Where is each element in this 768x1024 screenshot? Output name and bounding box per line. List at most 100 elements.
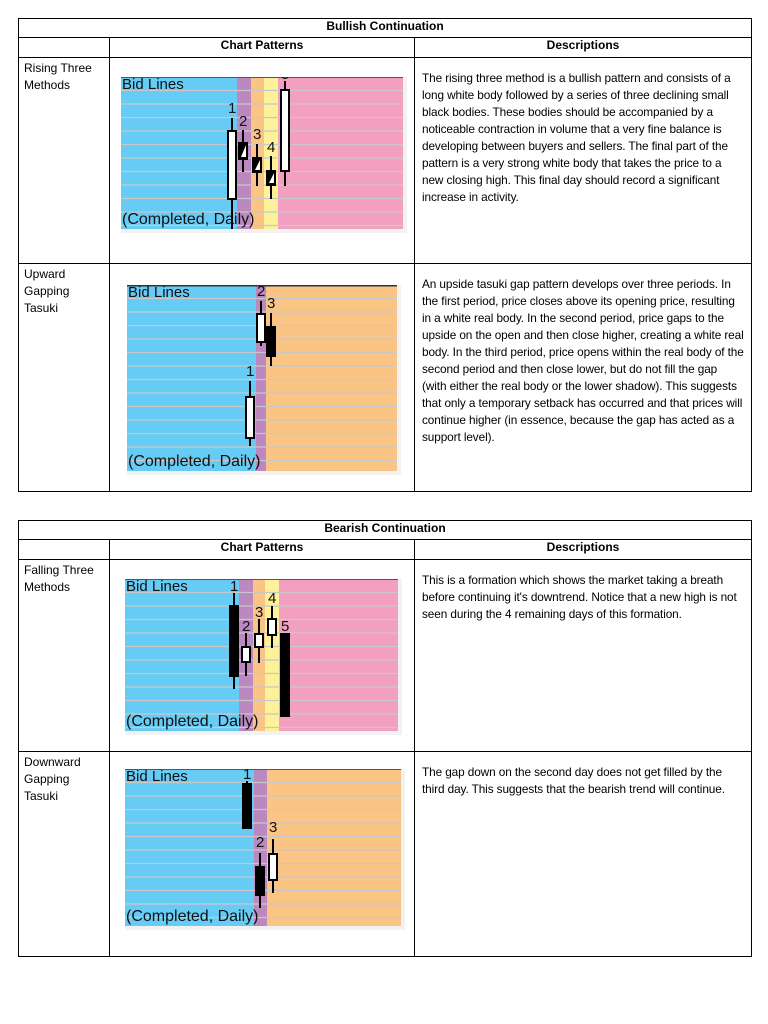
candle-number-label: 1 xyxy=(246,363,254,380)
background-band xyxy=(263,76,278,229)
candlestick-1: 1 xyxy=(226,100,237,229)
bullish-continuation-table: Bullish Continuation Chart Patterns Desc… xyxy=(17,18,753,492)
candle-number-label: 4 xyxy=(267,139,275,156)
completed-daily-label: (Completed, Daily) xyxy=(126,908,258,925)
candle-body xyxy=(244,395,255,439)
candle-body xyxy=(241,782,252,829)
candlestick-3: 3 xyxy=(253,604,264,663)
candlestick-1: 1 xyxy=(241,769,252,829)
header-blank xyxy=(18,539,110,560)
background-band xyxy=(255,284,266,471)
pattern-description: The rising three method is a bullish pat… xyxy=(413,57,753,264)
candle-highlight xyxy=(254,159,260,170)
chart-cell: Bid Lines (Completed, Daily) 1 2 3 xyxy=(109,263,415,492)
table-row: Upward Gapping Tasuki Bid Lines (Complete… xyxy=(18,263,753,492)
header-chart-patterns: Chart Patterns xyxy=(109,37,415,58)
completed-daily-label: (Completed, Daily) xyxy=(126,713,258,730)
downward-gapping-tasuki-chart: Bid Lines (Completed, Daily) 1 23 xyxy=(124,768,405,930)
completed-daily-label: (Completed, Daily) xyxy=(122,211,254,228)
candle-number-label: 5 xyxy=(281,77,289,83)
chart-cell: Bid Lines (Completed, Daily) 1 2 3 xyxy=(109,751,415,957)
background-band xyxy=(265,284,397,471)
table-title: Bearish Continuation xyxy=(18,520,752,540)
candle-number-label: 2 xyxy=(242,618,250,635)
candlestick-4: 4 xyxy=(265,139,276,199)
table-row: Rising Three Methods Bid Lines (Completed… xyxy=(18,57,753,264)
background-band xyxy=(124,768,254,926)
pattern-name: Downward Gapping Tasuki xyxy=(18,751,110,957)
candle-number-label: 1 xyxy=(243,769,251,783)
candlestick-2: 2 xyxy=(254,834,265,908)
candle-number-label: 3 xyxy=(255,604,263,621)
candlestick-4: 4 xyxy=(266,590,277,648)
candle-body xyxy=(237,141,248,160)
pattern-name: Upward Gapping Tasuki xyxy=(18,263,110,492)
upward-gapping-tasuki-chart: Bid Lines (Completed, Daily) 1 23 xyxy=(126,284,401,475)
table-title: Bullish Continuation xyxy=(17,18,753,38)
bid-lines-label: Bid Lines xyxy=(128,285,190,301)
candlestick-5: 5 xyxy=(279,77,290,186)
candlestick-1: 1 xyxy=(244,363,255,446)
background-band xyxy=(278,578,398,731)
candle-body xyxy=(279,632,290,717)
bid-lines-label: Bid Lines xyxy=(126,769,188,785)
pattern-name: Rising Three Methods xyxy=(18,57,110,264)
bearish-continuation-table: Bearish Continuation Chart Patterns Desc… xyxy=(18,520,752,957)
candlestick-3: 3 xyxy=(251,126,262,186)
table-row: Falling Three Methods Bid Lines (Complete… xyxy=(18,559,752,752)
candle-number-label: 2 xyxy=(239,113,247,130)
completed-daily-label: (Completed, Daily) xyxy=(128,453,260,470)
candle-body xyxy=(265,325,276,357)
background-band xyxy=(126,284,256,471)
candlestick-2: 2 xyxy=(237,113,248,172)
candle-body xyxy=(266,617,277,636)
header-blank xyxy=(18,37,110,58)
background-band xyxy=(266,768,401,926)
candlestick-3: 3 xyxy=(267,819,278,893)
candle-number-label: 2 xyxy=(256,834,264,851)
candle-number-label: 3 xyxy=(267,295,275,312)
candle-body xyxy=(265,169,276,186)
candle-body xyxy=(240,645,251,663)
bid-lines-label: Bid Lines xyxy=(122,77,184,93)
candle-number-label: 1 xyxy=(228,100,236,117)
bid-lines-label: Bid Lines xyxy=(126,579,188,595)
candle-number-label: 1 xyxy=(230,579,238,595)
candle-highlight xyxy=(240,144,246,157)
candle-highlight xyxy=(268,172,274,183)
candle-body xyxy=(279,88,290,172)
candlestick-2: 2 xyxy=(255,285,266,346)
candle-body xyxy=(226,129,237,200)
pattern-name: Falling Three Methods xyxy=(18,559,110,752)
background-band xyxy=(277,76,403,229)
candle-body xyxy=(267,852,278,881)
candle-number-label: 3 xyxy=(269,819,277,836)
background-band xyxy=(124,578,239,731)
pattern-description: The gap down on the second day does not … xyxy=(414,751,752,957)
candlestick-3: 3 xyxy=(265,295,276,366)
candle-body xyxy=(254,865,265,896)
pattern-description: This is a formation which shows the mark… xyxy=(414,559,752,752)
candle-number-label: 4 xyxy=(268,590,276,607)
pattern-description: An upside tasuki gap pattern develops ov… xyxy=(413,263,753,492)
candle-body xyxy=(228,604,239,677)
candlestick-2: 2 xyxy=(240,618,251,676)
candle-number-label: 5 xyxy=(281,618,289,635)
candlestick-5: 5 xyxy=(279,618,290,717)
candlestick-1: 1 xyxy=(228,579,239,689)
header-chart-patterns: Chart Patterns xyxy=(109,539,415,560)
background-band xyxy=(120,76,237,229)
candle-body xyxy=(255,312,266,343)
header-descriptions: Descriptions xyxy=(413,37,753,58)
candle-body xyxy=(253,632,264,648)
candle-number-label: 2 xyxy=(257,285,265,300)
table-row: Downward Gapping Tasuki Bid Lines (Comple… xyxy=(18,751,752,957)
background-band xyxy=(264,578,279,731)
candle-body xyxy=(251,156,262,173)
candle-number-label: 3 xyxy=(253,126,261,143)
header-descriptions: Descriptions xyxy=(414,539,752,560)
